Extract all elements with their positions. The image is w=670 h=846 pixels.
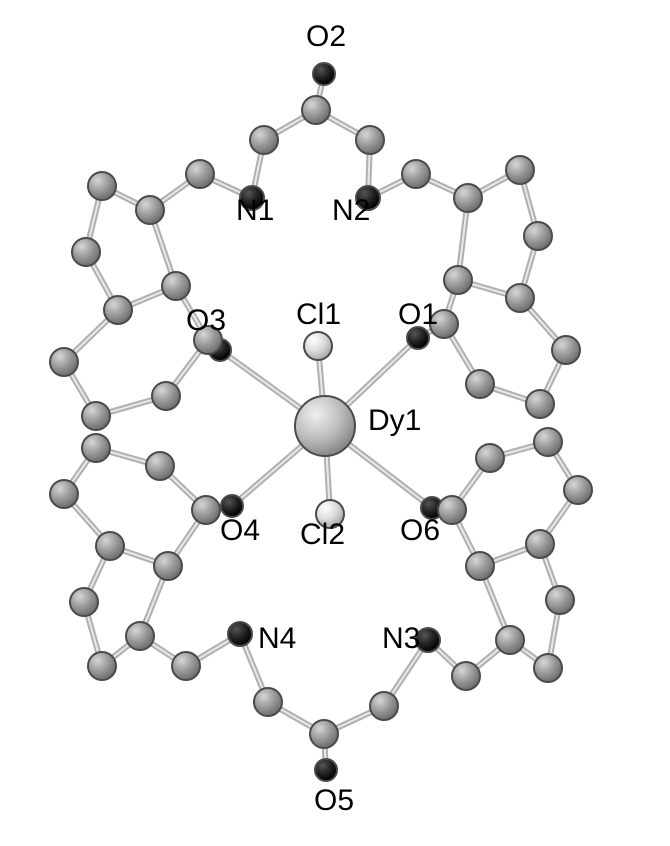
atom-blC3 <box>154 552 182 580</box>
atom-tC1 <box>302 96 330 124</box>
atom-trC5 <box>506 284 534 312</box>
atom-blC2 <box>126 622 154 650</box>
atom-label: N2 <box>332 194 370 227</box>
atom-blC5 <box>96 532 124 560</box>
atom-label: N1 <box>236 194 274 227</box>
atom-label: N3 <box>382 622 420 655</box>
atom-tC3 <box>356 126 384 154</box>
atom-Dy1 <box>295 396 355 456</box>
atom-brC4 <box>438 496 466 524</box>
atom-bC1 <box>310 720 338 748</box>
atom-trC6 <box>524 222 552 250</box>
atom-label: O4 <box>220 514 260 547</box>
atom-blC4 <box>192 496 220 524</box>
atom-tlC8 <box>50 348 78 376</box>
atom-trC9 <box>526 390 554 418</box>
atom-tlC9 <box>82 402 110 430</box>
atom-label: O6 <box>400 514 440 547</box>
atom-trC8 <box>552 336 580 364</box>
atom-trC10 <box>466 370 494 398</box>
atom-blC10 <box>146 452 174 480</box>
atom-label: Cl2 <box>300 518 345 551</box>
atom-brC8 <box>564 476 592 504</box>
atom-N4 <box>228 622 252 646</box>
atom-label: O2 <box>306 20 346 53</box>
atom-tlC1 <box>186 160 214 188</box>
atom-trC2 <box>454 184 482 212</box>
atom-tlC2 <box>136 196 164 224</box>
atom-blC7 <box>88 652 116 680</box>
atom-brC1 <box>452 662 480 690</box>
atom-Cl1 <box>304 332 332 360</box>
atom-tlC7 <box>88 172 116 200</box>
atom-label: O3 <box>186 304 226 337</box>
atom-tlC10 <box>152 382 180 410</box>
atom-blC6 <box>70 588 98 616</box>
atom-label: Dy1 <box>368 404 421 437</box>
atom-layer <box>50 63 592 781</box>
atom-label: N4 <box>258 622 296 655</box>
atom-bC3 <box>370 692 398 720</box>
atom-brC9 <box>534 428 562 456</box>
atom-tlC6 <box>72 238 100 266</box>
atom-brC5 <box>526 530 554 558</box>
atom-bC2 <box>254 688 282 716</box>
atom-blC1 <box>172 652 200 680</box>
atom-brC7 <box>534 654 562 682</box>
molecule-diagram: O2 N1 N2 O3 Cl1 O1 Dy1 O4 Cl2 O6 N4 N3 O5 <box>0 0 670 846</box>
atom-brC10 <box>476 444 504 472</box>
atom-label: O1 <box>398 298 438 331</box>
atom-blC9 <box>82 434 110 462</box>
atom-tC2 <box>250 126 278 154</box>
atom-trC3 <box>444 266 472 294</box>
atom-O2 <box>313 63 335 85</box>
atom-blC8 <box>50 480 78 508</box>
atom-trC1 <box>402 160 430 188</box>
atom-label: Cl1 <box>296 298 341 331</box>
atom-brC3 <box>466 552 494 580</box>
atom-trC7 <box>506 156 534 184</box>
atom-label: O5 <box>314 784 354 817</box>
atom-tlC5 <box>104 296 132 324</box>
atom-O5 <box>315 759 337 781</box>
atom-tlC3 <box>162 272 190 300</box>
atom-brC2 <box>496 626 524 654</box>
atom-brC6 <box>546 586 574 614</box>
